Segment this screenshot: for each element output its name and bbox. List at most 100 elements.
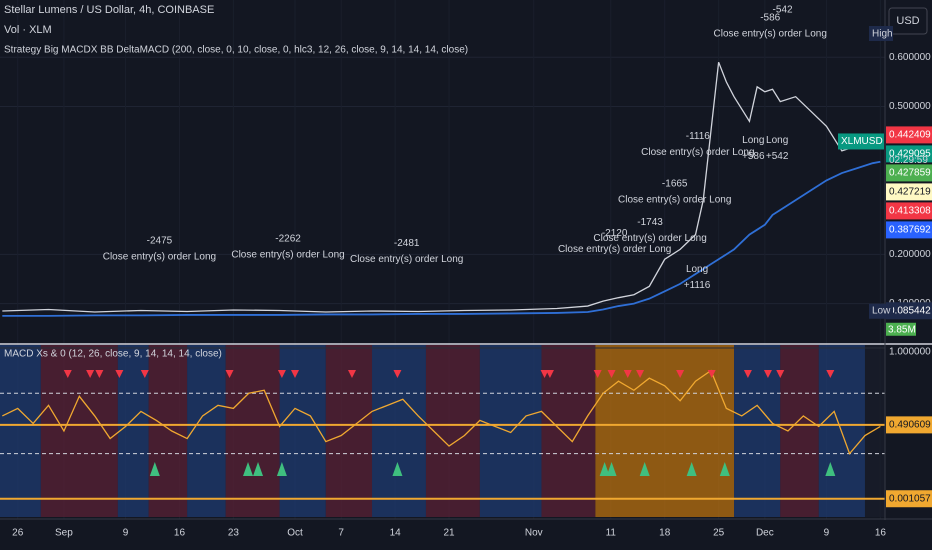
- x-tick-label: 25: [713, 528, 725, 539]
- trade-annotation: +586: [742, 151, 765, 162]
- plots: [0, 56, 885, 517]
- x-tick-label: 23: [228, 528, 240, 539]
- trade-annotation: -2120: [602, 228, 628, 239]
- trade-annotation: Close entry(s) order Long: [618, 195, 731, 206]
- trade-annotation: Long: [686, 264, 708, 275]
- sell-signal: [86, 370, 95, 378]
- buy-signal: [825, 462, 836, 476]
- trade-annotation: Long: [742, 135, 764, 146]
- sell-signal: [593, 370, 602, 378]
- regime-band: [148, 345, 188, 517]
- price-tag-label: 0.427219: [889, 187, 931, 198]
- sell-signal: [743, 370, 752, 378]
- indicator-label: Strategy Big MACDX BB DeltaMACD (200, cl…: [4, 45, 468, 56]
- price-tag: [886, 183, 932, 201]
- regime-band: [864, 345, 885, 517]
- x-tick-label: Oct: [287, 528, 303, 539]
- sell-signal: [393, 370, 402, 378]
- regime-band: [780, 345, 819, 517]
- sell-signal: [826, 370, 835, 378]
- price-tag-label: 0.413308: [889, 206, 931, 217]
- trade-annotation: -1665: [662, 179, 688, 190]
- currency-button[interactable]: [888, 7, 928, 35]
- trade-annotation: Close entry(s) order Long: [641, 147, 754, 158]
- trade-annotation: -2481: [394, 238, 420, 249]
- buy-signal: [392, 462, 403, 476]
- high-tag: [869, 26, 893, 41]
- y-tick-label: 1.000000: [889, 347, 931, 358]
- sell-signal: [545, 370, 554, 378]
- price-tag: [886, 145, 932, 163]
- x-tick-label: 11: [606, 528, 617, 539]
- buy-signal: [606, 462, 617, 476]
- low-label: Low: [872, 305, 891, 316]
- regime-band: [325, 345, 373, 517]
- indicator-label: Vol · XLM: [4, 24, 52, 36]
- price-tag: [886, 221, 932, 239]
- sell-signal: [95, 370, 104, 378]
- trade-annotation: Close entry(s) order Long: [350, 254, 463, 265]
- trade-annotation: Close entry(s) order Long: [231, 250, 344, 261]
- value-tag: [886, 416, 932, 434]
- trade-annotation: -2475: [147, 236, 173, 247]
- series-line: [2, 160, 881, 317]
- regime-band: [187, 345, 226, 517]
- price-tag: [886, 202, 932, 220]
- buy-signal: [149, 462, 160, 476]
- trade-annotation: -542: [773, 5, 793, 16]
- price-tag-label: 0.387692: [889, 225, 931, 236]
- x-tick-label: Sep: [55, 528, 73, 539]
- sell-signal: [347, 370, 356, 378]
- x-tick-label: 16: [875, 528, 887, 539]
- trade-annotation: +1116: [684, 280, 711, 291]
- volume-tag-label: 3.85M: [888, 324, 916, 335]
- currency-label[interactable]: USD: [896, 15, 919, 27]
- x-tick-label: 26: [12, 528, 24, 539]
- regime-band: [734, 345, 781, 517]
- x-tick-label: 16: [174, 528, 186, 539]
- x-tick-label: 9: [824, 528, 830, 539]
- trade-annotation: -1743: [637, 217, 663, 228]
- low-tag: [869, 303, 893, 319]
- sell-signal: [776, 370, 785, 378]
- price-tag-label: 0.085442: [889, 305, 931, 316]
- regime-band: [40, 345, 118, 517]
- buy-signal: [719, 462, 730, 476]
- high-label: High: [872, 29, 893, 40]
- series-line: [2, 61, 881, 313]
- symbol-tag-label: XLMUSD: [841, 136, 883, 147]
- y-tick-label: 0.600000: [889, 52, 931, 63]
- sell-signal: [676, 370, 685, 378]
- trade-annotation: +542: [766, 151, 789, 162]
- trade-annotation: Close entry(s) order Long: [593, 233, 706, 244]
- sell-signal: [277, 370, 286, 378]
- value-tag: [886, 490, 932, 508]
- x-tick-label: 21: [443, 528, 455, 539]
- trade-annotation: Close entry(s) order Long: [558, 244, 671, 255]
- price-tag: [886, 126, 932, 144]
- trade-annotation: -586: [760, 12, 780, 23]
- sell-signal: [63, 370, 72, 378]
- regime-band: [0, 345, 41, 517]
- y-tick-label: 0.200000: [889, 249, 931, 260]
- sell-signal: [291, 370, 299, 378]
- trade-annotation: Close entry(s) order Long: [714, 28, 827, 39]
- price-tag-label: 0.427859: [889, 168, 931, 179]
- sell-signal: [763, 370, 772, 378]
- trade-annotation: -1116: [686, 131, 711, 142]
- x-tick-label: Nov: [525, 528, 543, 539]
- price-tag-label: 0.442409: [889, 130, 931, 141]
- buy-signal: [253, 462, 264, 476]
- buy-signal: [639, 462, 650, 476]
- sell-signal: [225, 370, 234, 378]
- x-tick-label: 18: [659, 528, 671, 539]
- panel-title: MACD Xs & 0 (12, 26, close, 9, 14, 14, 1…: [4, 349, 222, 360]
- trade-annotation: Long: [766, 135, 788, 146]
- price-tag-label: 0.429095: [889, 149, 931, 160]
- x-tick-label: 14: [390, 528, 402, 539]
- regime-band: [425, 345, 480, 517]
- price-tag: [886, 302, 932, 320]
- countdown-label: 02:29:59: [889, 155, 928, 166]
- x-tick-label: 9: [123, 528, 129, 539]
